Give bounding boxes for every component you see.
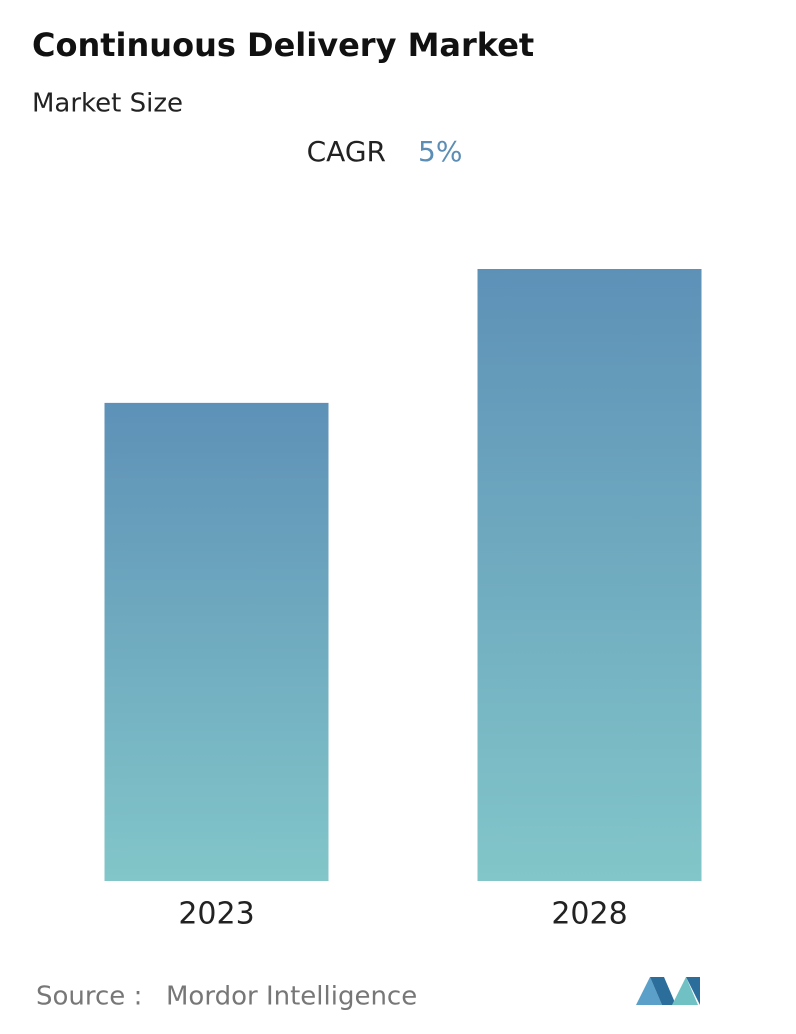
source: Mordor Intelligence <box>166 982 417 1012</box>
bar <box>104 402 329 881</box>
logo <box>636 977 700 1005</box>
chart-subtitle: Market Size <box>32 89 183 119</box>
x-tick-label: 2028 <box>551 897 627 932</box>
bar <box>477 269 702 881</box>
x-tick-label: 2023 <box>178 897 254 932</box>
source-label: Source : <box>36 982 142 1012</box>
cagr-value: 5% <box>418 135 462 168</box>
cagr-label: CAGR <box>307 135 386 168</box>
chart-title: Continuous Delivery Market <box>32 26 534 64</box>
